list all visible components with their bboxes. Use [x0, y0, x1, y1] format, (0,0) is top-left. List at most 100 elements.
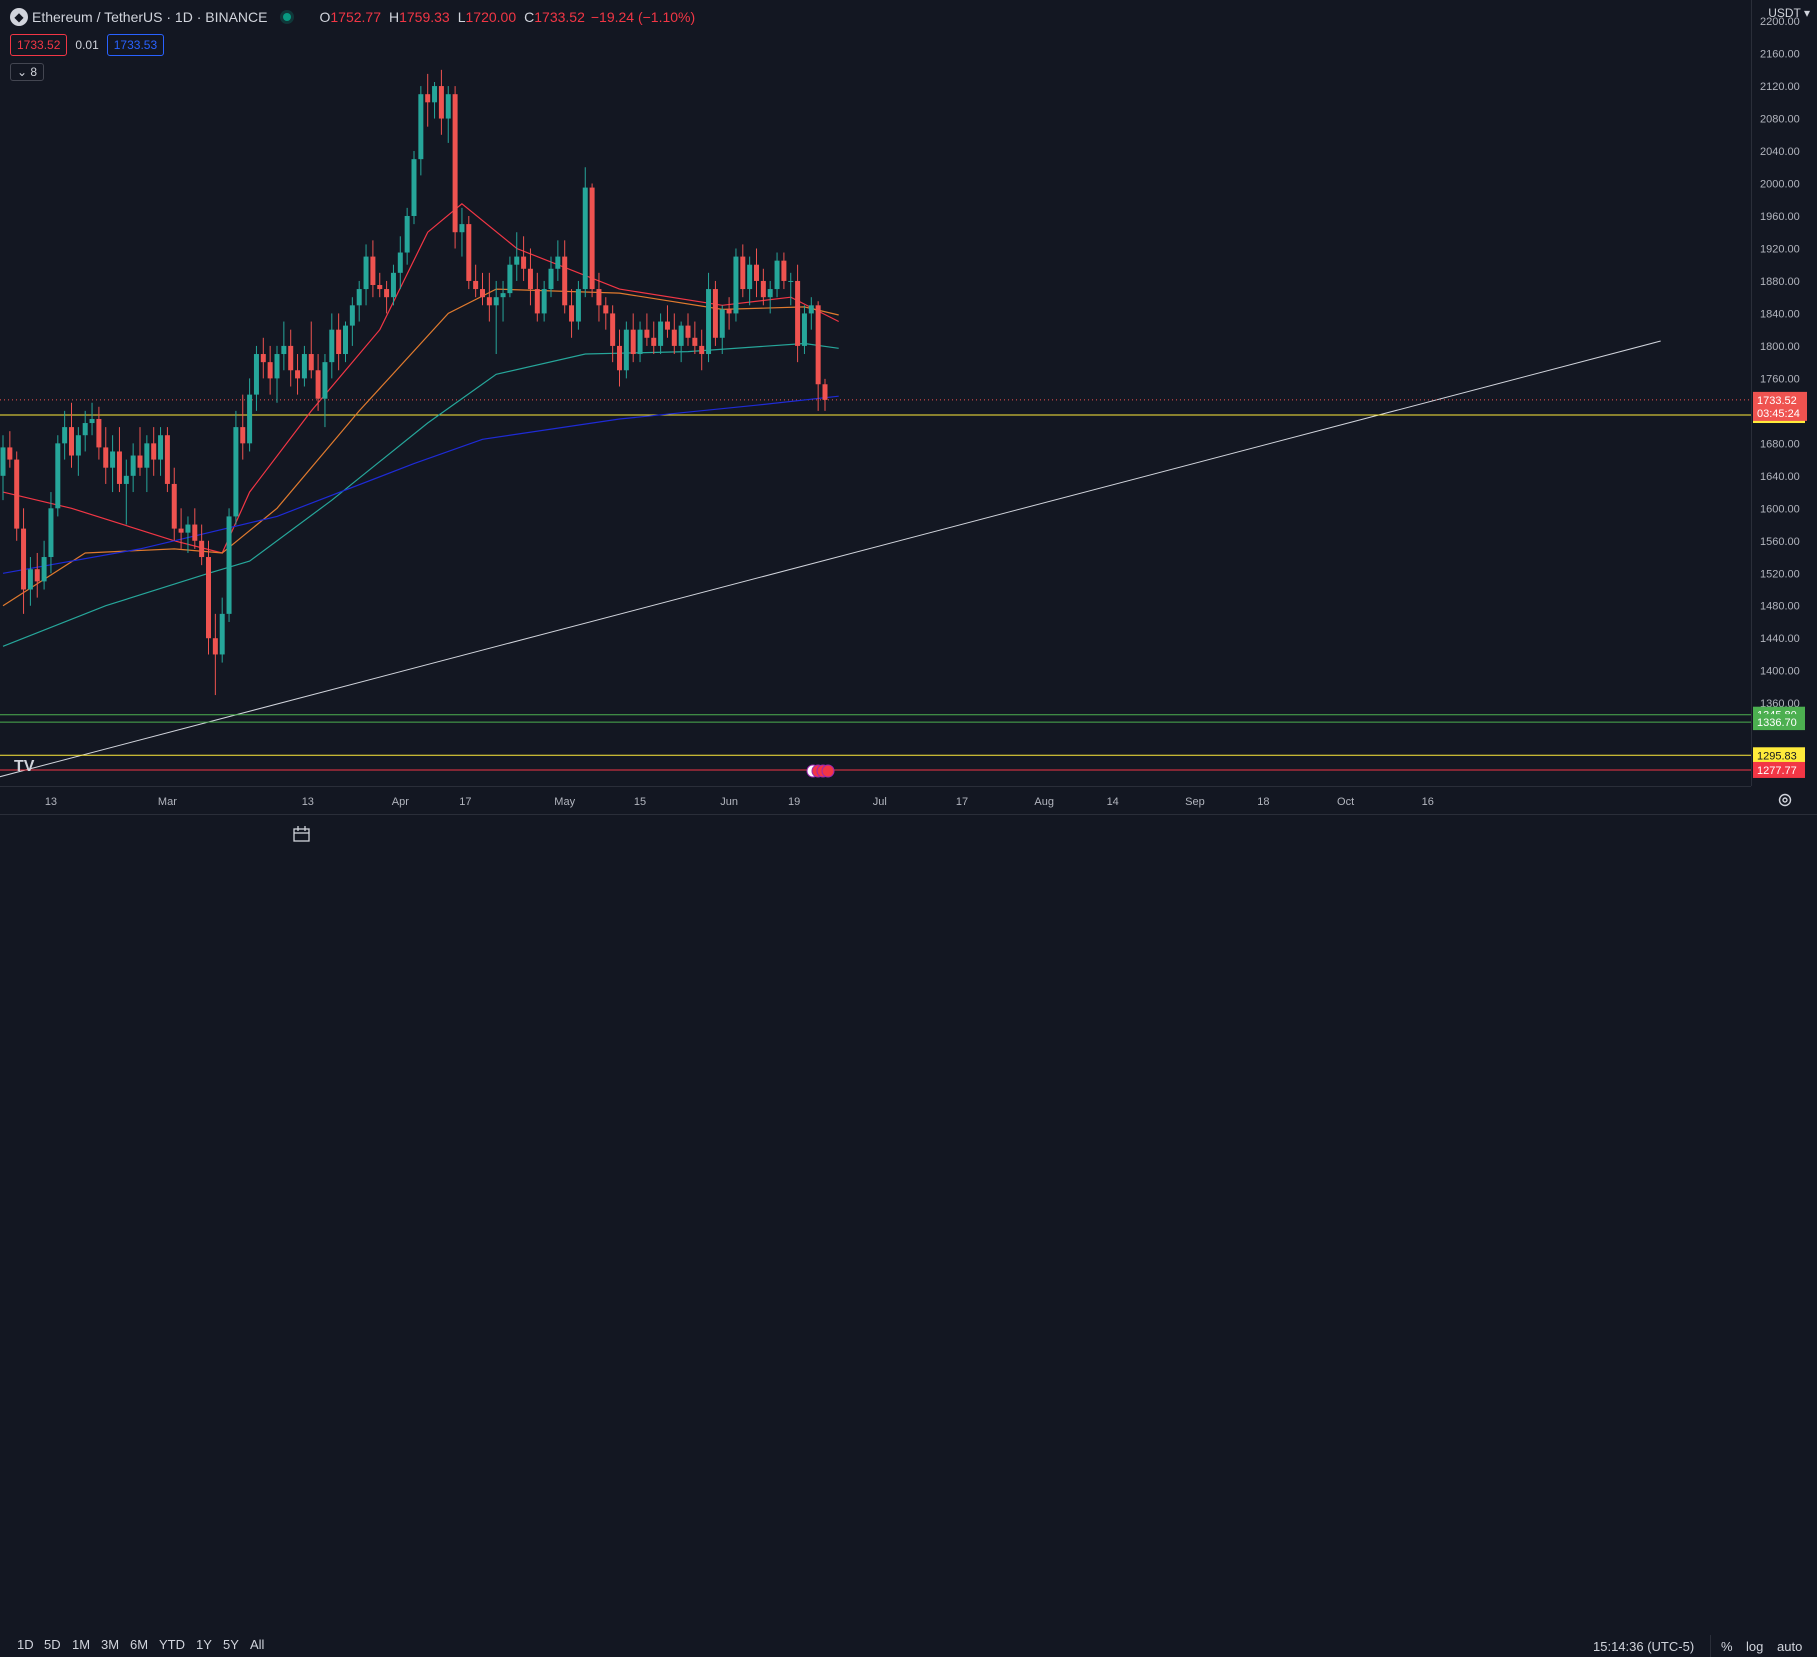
time-tick-label: 13 [45, 796, 57, 808]
candle-body [144, 443, 150, 468]
candle-body [815, 305, 821, 385]
candle [671, 313, 677, 355]
candle [404, 207, 410, 265]
timeframe-1m[interactable]: 1M [72, 1637, 91, 1652]
candle [267, 345, 273, 395]
high-value: 1759.33 [399, 9, 450, 25]
time-tick-label: 14 [1107, 796, 1119, 808]
candle [164, 427, 170, 493]
candle-body [514, 256, 520, 265]
candle [692, 321, 698, 355]
candle [281, 321, 287, 371]
candle [644, 313, 650, 346]
candle [596, 272, 602, 322]
time-tick-label: Jun [720, 796, 738, 808]
buy-sell-panel: 1733.52 0.01 1733.53 [10, 34, 165, 56]
gear-icon[interactable] [1776, 791, 1794, 809]
candle [699, 329, 705, 371]
candle [322, 354, 328, 428]
close-label: C [524, 9, 535, 25]
candle [151, 427, 157, 476]
candle-body [219, 613, 225, 655]
price-tick-label: 1600.00 [1760, 503, 1800, 515]
chart-pane[interactable]: TV ◆ Ethereum / TetherUS · 1D · BINANCE … [0, 0, 1751, 786]
indicators-toggle-button[interactable]: ⌄ 8 [10, 63, 45, 81]
candle [110, 435, 116, 493]
symbol-legend: ◆ Ethereum / TetherUS · 1D · BINANCE O 17… [10, 8, 695, 26]
candle-body [726, 309, 732, 314]
candle-body [623, 329, 629, 371]
candle [500, 280, 506, 322]
candle-body [295, 370, 301, 379]
toolbar-divider [1710, 1635, 1711, 1657]
candle-body [651, 337, 657, 346]
open-value: 1752.77 [330, 9, 381, 25]
candle [158, 427, 164, 476]
candle-body [712, 289, 718, 338]
candle-body [534, 289, 540, 314]
candle-body [521, 256, 527, 269]
candle-body [418, 94, 424, 160]
time-tick-label: Aug [1034, 796, 1054, 808]
timeframe-1y[interactable]: 1Y [196, 1637, 212, 1652]
log-scale-toggle[interactable]: log [1746, 1639, 1764, 1654]
buy-price-button[interactable]: 1733.53 [106, 34, 165, 56]
timeframe-3m[interactable]: 3M [101, 1637, 120, 1652]
candle [651, 321, 657, 355]
candle-body [69, 427, 74, 456]
candle-body [473, 280, 479, 290]
candle-body [384, 289, 390, 298]
candle-body [589, 187, 595, 290]
candle-body [281, 345, 287, 355]
time-tick-label: May [554, 796, 575, 808]
price-tick-label: 2160.00 [1760, 49, 1800, 61]
candle-body [164, 435, 170, 484]
price-tick-label: 2080.00 [1760, 114, 1800, 126]
timeframe-6m[interactable]: 6M [130, 1637, 149, 1652]
calendar-icon[interactable] [292, 825, 312, 843]
timeframe-5y[interactable]: 5Y [223, 1637, 239, 1652]
candle [48, 492, 54, 574]
candle [192, 508, 198, 549]
price-tick-label: 2040.00 [1760, 146, 1800, 158]
candle [795, 264, 801, 363]
chevron-down-icon: ⌄ [17, 65, 28, 79]
candle-body [62, 427, 68, 444]
timeframe-all[interactable]: All [250, 1637, 265, 1652]
candle [260, 337, 266, 379]
time-tick-label: 17 [956, 796, 968, 808]
candle-body [767, 289, 773, 298]
candle-body [192, 524, 198, 541]
time-axis[interactable]: 13 Mar 13 Apr 17 May 15 Jun 19 Jul 17 Aug 14 Sep 18 Oct… [0, 786, 1751, 815]
candle-body [41, 557, 47, 582]
close-value: 1733.52 [534, 9, 585, 25]
time-tick-label: 13 [302, 796, 314, 808]
candle [623, 321, 629, 379]
percent-scale-toggle[interactable]: % [1721, 1639, 1733, 1654]
candle-body [685, 325, 691, 338]
price-axis[interactable]: 2200.00 2160.00 2120.00 2080.00 2040.00 2000.… [1751, 0, 1817, 786]
candlestick-plot[interactable]: TV [0, 0, 1751, 786]
candle-body [644, 329, 650, 338]
price-tick-label: 1800.00 [1760, 341, 1800, 353]
candle [377, 272, 383, 298]
timeframe-ytd[interactable]: YTD [159, 1637, 185, 1652]
candle-body [404, 215, 410, 253]
candle [610, 305, 616, 363]
candle [637, 321, 643, 363]
symbol-title[interactable]: Ethereum / TetherUS · 1D · BINANCE [32, 9, 268, 25]
timezone-clock[interactable]: 15:14:36 (UTC-5) [1593, 1639, 1695, 1654]
price-tick-label: 1560.00 [1760, 536, 1800, 548]
timeframe-5d[interactable]: 5D [44, 1637, 61, 1652]
currency-selector[interactable]: USDT ▾ [1768, 6, 1810, 20]
timeframe-1d[interactable]: 1D [17, 1637, 34, 1652]
auto-scale-toggle[interactable]: auto [1777, 1639, 1803, 1654]
candle [466, 215, 472, 290]
sell-price-button[interactable]: 1733.52 [10, 34, 68, 56]
candle-body [226, 516, 232, 614]
candle-body [96, 418, 102, 448]
price-tick-label: 2200.00 [1760, 16, 1800, 28]
price-tick-label: 1400.00 [1760, 666, 1800, 678]
candle-body [356, 289, 362, 306]
price-tick-label: 2000.00 [1760, 179, 1800, 191]
